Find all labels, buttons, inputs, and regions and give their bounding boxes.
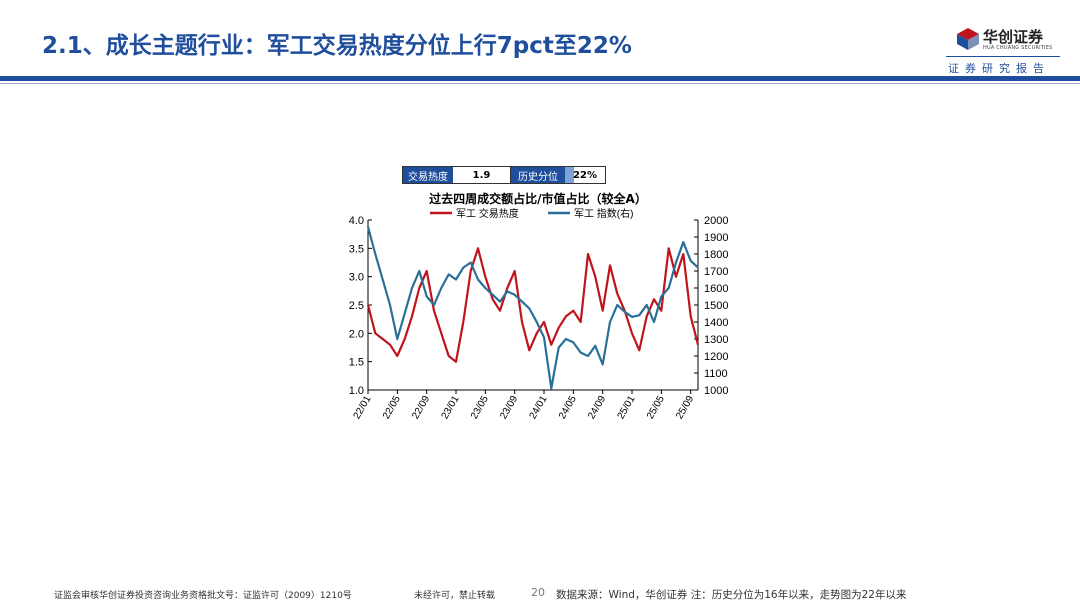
line-chart: 1.0 1.5 2.0 2.5 3.0 3.5 4.0 1000 1100 1200 1300 140… — [349, 207, 729, 422]
x-tick-label: 25/01 — [616, 394, 638, 422]
x-tick-label: 23/05 — [469, 394, 491, 422]
y-left-tick-label: 2.5 — [349, 300, 364, 312]
x-tick-label: 25/05 — [645, 394, 667, 422]
y-left-tick-label: 4.0 — [349, 215, 364, 227]
chart-title: 过去四周成交额占比/市值占比（较全A） — [429, 192, 647, 206]
legend-label: 军工 交易热度 — [456, 207, 519, 220]
data-source-note: 数据来源：Wind，华创证券 注：历史分位为16年以来，走势图为22年以来 — [556, 589, 907, 601]
y-left-tick-label: 3.5 — [349, 243, 364, 255]
y-left-tick-label: 1.5 — [349, 357, 364, 369]
header-rule — [0, 76, 1080, 81]
x-tick-label: 24/09 — [586, 394, 608, 422]
y-right-tick-label: 1700 — [704, 266, 728, 278]
logo-divider — [946, 56, 1060, 57]
heat-label: 交易热度 — [403, 167, 453, 183]
x-tick-label: 25/09 — [674, 394, 696, 422]
kpi-table: 交易热度 1.9 历史分位 22% — [402, 166, 606, 184]
percentile-label: 历史分位 — [511, 167, 565, 183]
x-tick-label: 24/01 — [528, 394, 550, 422]
x-tick-label: 23/01 — [440, 394, 462, 422]
logo-name-cn: 华创证券 — [983, 28, 1044, 46]
company-logo: 华创证券 HUA CHUANG SECURITIES — [956, 27, 1066, 57]
y-right-tick-label: 1100 — [704, 368, 728, 380]
logo-cube-icon — [957, 28, 979, 50]
y-right-tick-label: 1600 — [704, 283, 728, 295]
footer-disclaimer: 证监会审核华创证券投资咨询业务资格批文号：证监许可（2009）1210号 — [54, 591, 352, 601]
y-left-tick-label: 3.0 — [349, 272, 364, 284]
series-line-index — [366, 226, 699, 390]
y-right-tick-label: 1400 — [704, 317, 728, 329]
page-title: 2.1、成长主题行业：军工交易热度分位上行7pct至22% — [42, 33, 632, 59]
x-tick-label: 23/09 — [498, 394, 520, 422]
x-tick-label: 22/05 — [381, 394, 403, 422]
x-tick-label: 22/09 — [410, 394, 432, 422]
y-right-tick-label: 1200 — [704, 351, 728, 363]
y-right-tick-label: 1000 — [704, 385, 728, 397]
y-right-tick-label: 1900 — [704, 232, 728, 244]
y-right-tick-label: 2000 — [704, 215, 728, 227]
legend-label: 军工 指数(右) — [574, 207, 633, 220]
y-right-tick-label: 1300 — [704, 334, 728, 346]
page-number: 20 — [531, 586, 545, 599]
y-right-tick-label: 1800 — [704, 249, 728, 261]
y-left-tick-label: 2.0 — [349, 328, 364, 340]
header-rule-thin — [0, 83, 1080, 84]
series-line-heat — [366, 247, 700, 363]
percentile-value: 22% — [565, 167, 605, 183]
y-left-tick-label: 1.0 — [349, 385, 364, 397]
logo-name-en: HUA CHUANG SECURITIES — [983, 45, 1053, 51]
report-label: 证券研究报告 — [948, 62, 1050, 75]
footer-copyright: 未经许可，禁止转载 — [414, 591, 496, 601]
x-tick-label: 24/05 — [557, 394, 579, 422]
y-right-tick-label: 1500 — [704, 300, 728, 312]
heat-value: 1.9 — [453, 167, 511, 183]
x-tick-label: 22/01 — [352, 394, 374, 422]
